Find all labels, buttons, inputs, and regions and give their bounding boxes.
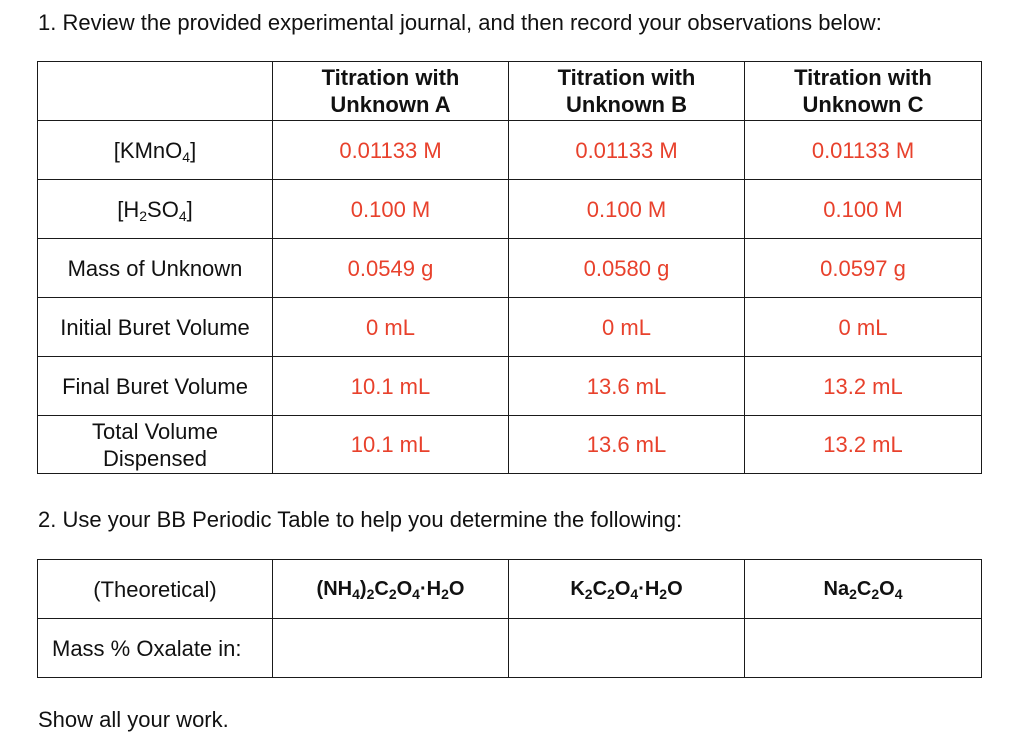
theoretical-label: (Theoretical) xyxy=(37,559,273,619)
value-cell: 13.6 mL xyxy=(508,356,745,416)
subscript: 4 xyxy=(182,148,191,165)
show-work-note: Show all your work. xyxy=(38,707,229,732)
label-line2: Dispensed xyxy=(103,445,207,471)
row-label-kmno4: [KMnO4] xyxy=(37,120,273,180)
value-cell: 10.1 mL xyxy=(272,356,509,416)
mass-percent-label: Mass % Oxalate in: xyxy=(37,618,273,678)
value-cell: 0.01133 M xyxy=(272,120,509,180)
formula-part: (NH xyxy=(316,577,353,600)
formula-part: C xyxy=(592,577,608,600)
label-text: ] xyxy=(186,196,193,222)
formula-part: C xyxy=(856,577,872,600)
subscript: 4 xyxy=(630,585,639,602)
table-row-mass-unknown: Mass of Unknown 0.0549 g 0.0580 g 0.0597… xyxy=(37,238,982,298)
formula-part: ·H xyxy=(638,577,660,600)
header-line2: Unknown C xyxy=(802,92,924,117)
value-cell: 0.0580 g xyxy=(508,238,745,298)
oxalate-table: (Theoretical) (NH4)2C2O4·H2O K2C2O4·H2O … xyxy=(37,559,982,678)
subscript: 4 xyxy=(412,585,420,602)
label-text: ] xyxy=(190,137,197,163)
header-unknown-a: Titration with Unknown A xyxy=(272,61,509,121)
subscript: 2 xyxy=(659,585,668,602)
subscript: 2 xyxy=(607,585,615,602)
subscript: 2 xyxy=(441,585,449,602)
value-cell: 0.0597 g xyxy=(744,238,982,298)
header-line1: Titration with xyxy=(321,65,460,90)
value-cell: 13.2 mL xyxy=(744,356,982,416)
table-row-kmno4: [KMnO4] 0.01133 M 0.01133 M 0.01133 M xyxy=(37,120,982,180)
row-label-h2so4: [H2SO4] xyxy=(37,179,273,239)
value-cell: 10.1 mL xyxy=(272,415,509,474)
value-cell: 0.01133 M xyxy=(508,120,745,180)
value-cell: 13.6 mL xyxy=(508,415,745,474)
value-cell: 0 mL xyxy=(272,297,509,357)
subscript: 4 xyxy=(178,207,187,224)
header-line1: Titration with xyxy=(794,65,932,90)
table-row-total-volume: Total Volume Dispensed 10.1 mL 13.6 mL 1… xyxy=(37,415,982,474)
value-cell: 0.0549 g xyxy=(272,238,509,298)
formula-part: ) xyxy=(359,577,367,600)
compound-sodium-oxalate: Na2C2O4 xyxy=(744,559,982,619)
value-cell: 0.100 M xyxy=(272,179,509,239)
formula-part: C xyxy=(374,577,389,600)
value-cell: 0 mL xyxy=(508,297,745,357)
header-line2: Unknown B xyxy=(566,92,687,117)
table-row-initial-buret: Initial Buret Volume 0 mL 0 mL 0 mL xyxy=(37,297,982,357)
answer-cell-sodium[interactable] xyxy=(744,618,982,678)
header-unknown-b: Titration with Unknown B xyxy=(508,61,745,121)
row-label-mass-unknown: Mass of Unknown xyxy=(37,238,273,298)
formula-part: O xyxy=(614,577,631,600)
formula-part: O xyxy=(667,577,683,600)
subscript: 2 xyxy=(139,207,148,224)
question-1-heading: 1. Review the provided experimental jour… xyxy=(38,10,882,35)
header-unknown-c: Titration with Unknown C xyxy=(744,61,982,121)
formula-part: Na xyxy=(823,577,850,600)
value-cell: 13.2 mL xyxy=(744,415,982,474)
value-cell: 0.01133 M xyxy=(744,120,982,180)
subscript: 2 xyxy=(388,585,397,602)
header-line2: Unknown A xyxy=(330,92,451,117)
formula-part: K xyxy=(570,577,585,600)
table-row-h2so4: [H2SO4] 0.100 M 0.100 M 0.100 M xyxy=(37,179,982,239)
formula-part: O xyxy=(879,577,895,600)
oxalate-header-row: (Theoretical) (NH4)2C2O4·H2O K2C2O4·H2O … xyxy=(37,559,982,619)
subscript: 2 xyxy=(584,585,593,602)
subscript: 4 xyxy=(894,585,903,602)
value-cell: 0 mL xyxy=(744,297,982,357)
formula-part: O xyxy=(448,577,465,600)
row-label-total-volume: Total Volume Dispensed xyxy=(37,415,273,474)
table-row-final-buret: Final Buret Volume 10.1 mL 13.6 mL 13.2 … xyxy=(37,356,982,416)
compound-potassium-oxalate: K2C2O4·H2O xyxy=(508,559,745,619)
header-line1: Titration with xyxy=(557,65,696,90)
subscript: 4 xyxy=(352,585,360,602)
value-cell: 0.100 M xyxy=(508,179,745,239)
subscript: 2 xyxy=(366,585,375,602)
compound-ammonium-oxalate: (NH4)2C2O4·H2O xyxy=(272,559,509,619)
subscript: 2 xyxy=(849,585,857,602)
label-text: SO xyxy=(147,196,179,222)
observations-table: Titration with Unknown A Titration with … xyxy=(37,61,982,474)
value-cell: 0.100 M xyxy=(744,179,982,239)
answer-cell-potassium[interactable] xyxy=(508,618,745,678)
answer-cell-ammonium[interactable] xyxy=(272,618,509,678)
label-text: [H xyxy=(117,196,140,222)
label-line1: Total Volume xyxy=(92,418,218,444)
formula-part: O xyxy=(396,577,413,600)
header-empty-cell xyxy=(37,61,273,121)
row-label-final-buret: Final Buret Volume xyxy=(37,356,273,416)
oxalate-answer-row: Mass % Oxalate in: xyxy=(37,618,982,678)
table-header-row: Titration with Unknown A Titration with … xyxy=(37,61,982,121)
row-label-initial-buret: Initial Buret Volume xyxy=(37,297,273,357)
formula-part: ·H xyxy=(419,577,442,600)
label-text: [KMnO xyxy=(113,137,183,163)
subscript: 2 xyxy=(871,585,880,602)
question-2-heading: 2. Use your BB Periodic Table to help yo… xyxy=(38,507,683,532)
